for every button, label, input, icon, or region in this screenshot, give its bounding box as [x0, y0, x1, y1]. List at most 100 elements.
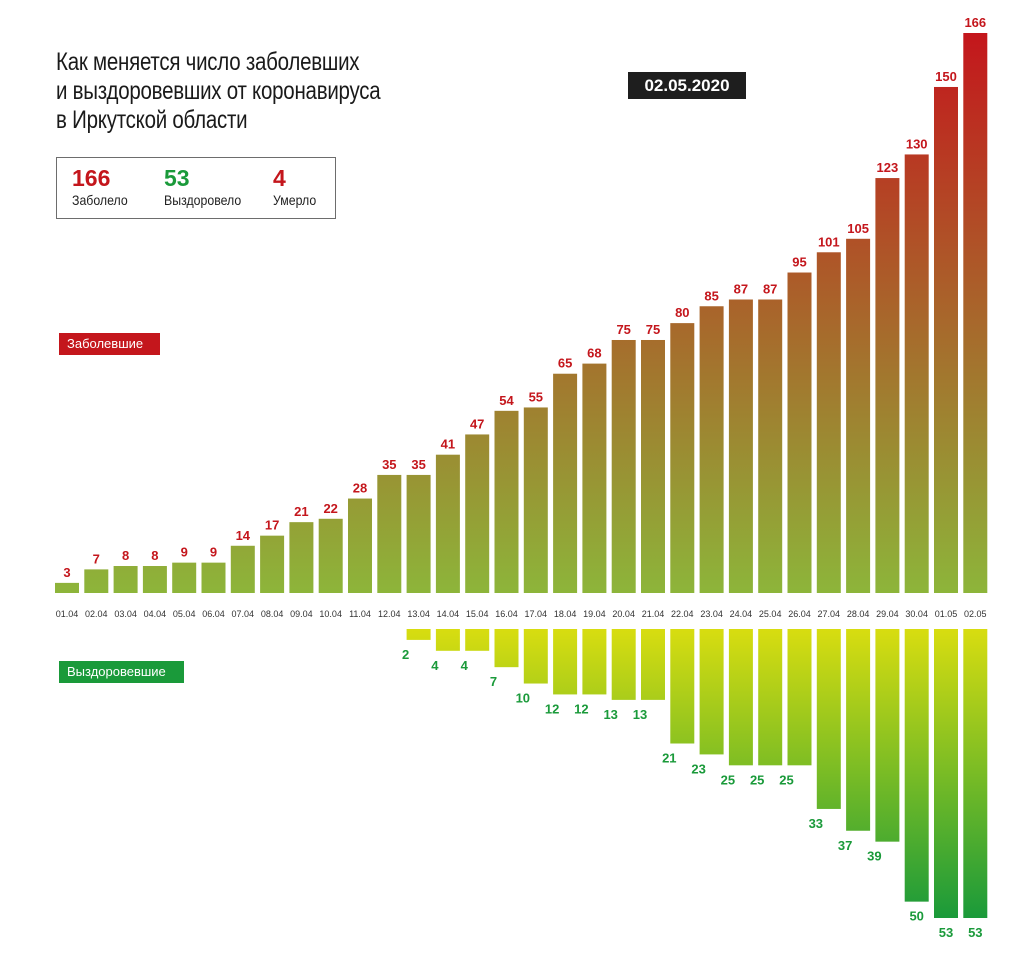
x-tick-label: 20.04 [612, 609, 635, 619]
recovered-data-label: 4 [431, 658, 439, 673]
recovered-data-label: 21 [662, 751, 676, 766]
summary-box: 166 Заболело 53 Выздоровело 4 Умерло [56, 157, 336, 219]
cases-bar [348, 498, 372, 593]
cases-bar [230, 545, 255, 593]
cases-bar [201, 562, 226, 593]
recovered-data-label: 12 [545, 701, 559, 716]
recovered-bar [523, 629, 548, 684]
recovered-bar [582, 629, 607, 695]
x-tick-label: 08.04 [261, 609, 284, 619]
cases-data-label: 41 [441, 437, 455, 452]
recovered-data-label: 53 [968, 925, 982, 940]
cases-data-label: 75 [646, 322, 660, 337]
cases-bar [728, 299, 753, 593]
recovered-bar [494, 629, 519, 668]
recovered-bar [553, 629, 578, 695]
x-tick-label: 01.05 [935, 609, 958, 619]
x-tick-label: 30.04 [905, 609, 928, 619]
cases-bar [670, 323, 695, 593]
cases-data-label: 87 [763, 282, 777, 297]
cases-data-label: 123 [877, 160, 899, 175]
stat-cases-label: Заболело [72, 192, 128, 208]
legend-cases-tag: Заболевшие [59, 333, 160, 355]
recovered-bar [904, 629, 929, 902]
x-tick-label: 02.04 [85, 609, 108, 619]
cases-bar [523, 407, 548, 593]
x-tick-label: 25.04 [759, 609, 782, 619]
cases-data-label: 101 [818, 234, 840, 249]
x-tick-label: 06.04 [202, 609, 225, 619]
x-tick-label: 27.04 [818, 609, 841, 619]
recovered-data-label: 7 [490, 674, 497, 689]
recovered-data-label: 39 [867, 849, 881, 864]
cases-bar [611, 339, 636, 593]
cases-data-label: 150 [935, 69, 957, 84]
recovered-data-label: 37 [838, 838, 852, 853]
recovered-data-label: 10 [516, 691, 530, 706]
recovered-bar [787, 629, 812, 766]
x-tick-label: 18.04 [554, 609, 577, 619]
cases-data-label: 9 [210, 545, 217, 560]
recovered-bar [641, 629, 665, 700]
cases-bar [934, 86, 958, 594]
recovered-data-label: 25 [750, 772, 764, 787]
recovered-bar [816, 629, 841, 809]
recovered-data-label: 4 [461, 658, 469, 673]
recovered-data-label: 13 [633, 707, 647, 722]
x-tick-label: 23.04 [700, 609, 723, 619]
cases-data-label: 8 [151, 548, 158, 563]
stat-deaths-value: 4 [273, 165, 286, 191]
stat-recovered-value: 53 [164, 165, 190, 191]
cases-data-label: 65 [558, 356, 572, 371]
recovered-data-label: 25 [721, 772, 735, 787]
cases-data-label: 14 [236, 528, 251, 543]
x-tick-label: 14.04 [437, 609, 460, 619]
recovered-data-label: 12 [574, 701, 588, 716]
cases-data-label: 3 [63, 565, 70, 580]
cases-bar [641, 339, 665, 593]
recovered-bar [465, 629, 490, 651]
x-tick-label: 11.04 [349, 609, 371, 619]
cases-bar [172, 562, 197, 593]
cases-bar [846, 238, 871, 593]
x-tick-label: 07.04 [232, 609, 255, 619]
cases-bar [494, 410, 519, 593]
x-tick-label: 15.04 [466, 609, 489, 619]
cases-bar [875, 178, 900, 593]
cases-bar [55, 582, 79, 593]
x-tick-label: 01.04 [56, 609, 79, 619]
x-tick-label: 09.04 [290, 609, 313, 619]
cases-data-label: 7 [93, 551, 100, 566]
date-badge: 02.05.2020 [628, 72, 746, 99]
x-tick-label: 05.04 [173, 609, 196, 619]
x-tick-label: 19.04 [583, 609, 606, 619]
x-tick-label: 02.05 [964, 609, 987, 619]
stat-cases: 166 Заболело [72, 166, 135, 210]
recovered-data-label: 50 [909, 909, 923, 924]
x-tick-label: 21.04 [642, 609, 665, 619]
recovered-bar [611, 629, 636, 700]
cases-data-label: 54 [499, 393, 514, 408]
recovered-bar [875, 629, 900, 842]
recovered-bar [406, 629, 431, 640]
cases-data-label: 105 [847, 221, 869, 236]
x-tick-label: 28.04 [847, 609, 870, 619]
legend-recovered-tag: Выздоровевшие [59, 661, 184, 683]
cases-data-label: 87 [734, 282, 748, 297]
recovered-bar [435, 629, 460, 651]
cases-data-label: 8 [122, 548, 129, 563]
recovered-bar [758, 629, 783, 766]
cases-bar [758, 299, 783, 593]
recovered-data-label: 53 [939, 925, 953, 940]
recovered-bar [846, 629, 871, 831]
x-tick-label: 03.04 [114, 609, 137, 619]
cases-data-label: 35 [382, 457, 396, 472]
stat-recovered: 53 Выздоровело [164, 166, 252, 210]
cases-bar [816, 252, 841, 594]
cases-bar [318, 518, 343, 593]
title-line-1: Как меняется число заболевших [56, 48, 360, 76]
x-tick-label: 24.04 [730, 609, 753, 619]
recovered-bar [699, 629, 724, 755]
cases-bar [904, 154, 929, 593]
